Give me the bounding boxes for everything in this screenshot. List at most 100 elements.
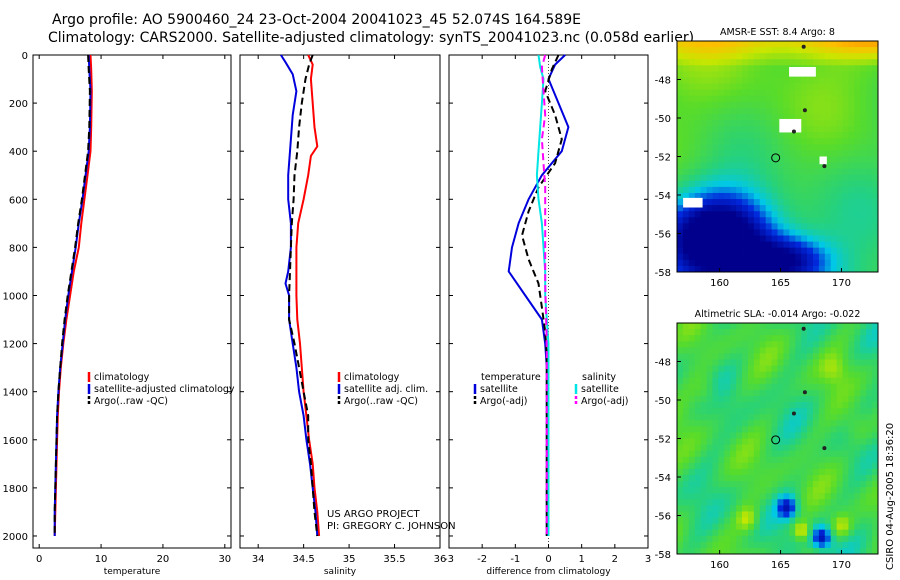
map-cell bbox=[724, 432, 731, 439]
map-cell bbox=[807, 41, 814, 48]
map-cell bbox=[860, 499, 867, 506]
map-cell bbox=[677, 162, 684, 170]
map-cell bbox=[842, 217, 849, 224]
map-cell bbox=[866, 59, 873, 66]
map-cell bbox=[694, 547, 702, 555]
map-cell bbox=[824, 420, 832, 427]
map-cell bbox=[777, 450, 784, 458]
map-cell bbox=[807, 83, 814, 91]
map-cell bbox=[848, 335, 855, 342]
map-cell bbox=[718, 211, 725, 218]
map-cell bbox=[795, 511, 802, 518]
map-cell bbox=[818, 132, 826, 139]
map-cell bbox=[830, 120, 838, 127]
map-cell bbox=[842, 499, 849, 506]
map-cell bbox=[742, 541, 749, 549]
map-cell bbox=[807, 101, 814, 109]
map-cell bbox=[848, 247, 855, 255]
map-cell bbox=[677, 353, 684, 360]
map-cell bbox=[866, 395, 873, 403]
map-cell bbox=[777, 41, 784, 48]
map-cell bbox=[730, 168, 737, 176]
map-cell bbox=[677, 535, 684, 543]
map-cell bbox=[724, 259, 731, 267]
map-cell bbox=[677, 395, 684, 403]
map-cell bbox=[753, 347, 761, 354]
map-cell bbox=[789, 517, 796, 525]
map-cell bbox=[765, 253, 772, 261]
map-cell bbox=[700, 41, 707, 48]
map-cell bbox=[712, 505, 719, 512]
map-cell bbox=[706, 156, 713, 163]
map-cell bbox=[736, 456, 743, 464]
map-cell bbox=[830, 217, 838, 224]
map-cell bbox=[771, 174, 778, 182]
map-cell bbox=[836, 389, 843, 397]
map-cell bbox=[807, 511, 814, 518]
map-cell bbox=[866, 168, 873, 176]
map-cell bbox=[795, 132, 802, 139]
map-cell bbox=[848, 174, 855, 182]
map-cell bbox=[718, 438, 725, 445]
map-cell bbox=[682, 395, 690, 403]
map-cell bbox=[795, 162, 802, 170]
map-cell bbox=[824, 462, 832, 470]
map-cell bbox=[872, 402, 879, 409]
map-cell bbox=[712, 247, 719, 255]
map-cell bbox=[789, 383, 796, 391]
map-cell bbox=[818, 199, 826, 206]
map-cell bbox=[783, 150, 790, 157]
map-cell bbox=[753, 144, 761, 151]
map-cell bbox=[842, 377, 849, 385]
map-cell bbox=[789, 241, 796, 249]
map-cell bbox=[777, 138, 784, 145]
map-cell bbox=[747, 426, 755, 433]
map-cell bbox=[783, 347, 790, 354]
map-cell bbox=[688, 481, 696, 488]
map-cell bbox=[830, 150, 838, 157]
map-cell bbox=[842, 493, 849, 500]
map-cell bbox=[759, 547, 767, 555]
map-cell bbox=[777, 468, 784, 476]
map-cell bbox=[783, 265, 790, 273]
map-cell bbox=[688, 247, 696, 255]
map-cell bbox=[694, 156, 702, 163]
map-cell bbox=[848, 493, 855, 500]
map-cell bbox=[771, 229, 778, 236]
map-cell bbox=[747, 53, 755, 60]
map-cell bbox=[789, 205, 796, 212]
map-cell bbox=[700, 323, 707, 330]
map-cell bbox=[848, 144, 855, 151]
map-cell bbox=[812, 126, 820, 133]
map-cell bbox=[694, 235, 702, 243]
map-cell bbox=[682, 247, 690, 255]
map-cell bbox=[682, 265, 690, 273]
map-cell bbox=[830, 329, 838, 336]
map-cell bbox=[700, 444, 707, 452]
map-cell bbox=[682, 499, 690, 506]
map-cell bbox=[694, 468, 702, 476]
map-cell bbox=[730, 353, 737, 360]
map-cell bbox=[830, 253, 838, 261]
map-cell bbox=[836, 329, 843, 336]
map-cell bbox=[682, 383, 690, 391]
map-cell bbox=[872, 95, 879, 103]
map-cell bbox=[795, 505, 802, 512]
map-cell bbox=[812, 383, 820, 391]
map-cell bbox=[777, 329, 784, 336]
map-cell bbox=[724, 253, 731, 261]
map-cell bbox=[753, 126, 761, 133]
map-cell bbox=[682, 47, 690, 54]
map-cell bbox=[724, 168, 731, 176]
map-cell bbox=[824, 259, 832, 267]
map-cell bbox=[812, 162, 820, 170]
map-cell bbox=[753, 132, 761, 139]
map-cell bbox=[753, 329, 761, 336]
map-cell bbox=[747, 365, 755, 373]
map-cell bbox=[789, 535, 796, 543]
map-cell bbox=[836, 517, 843, 525]
map-cell bbox=[854, 541, 861, 549]
map-cell bbox=[848, 41, 855, 48]
map-cell bbox=[771, 365, 778, 373]
map-cell bbox=[736, 223, 743, 230]
